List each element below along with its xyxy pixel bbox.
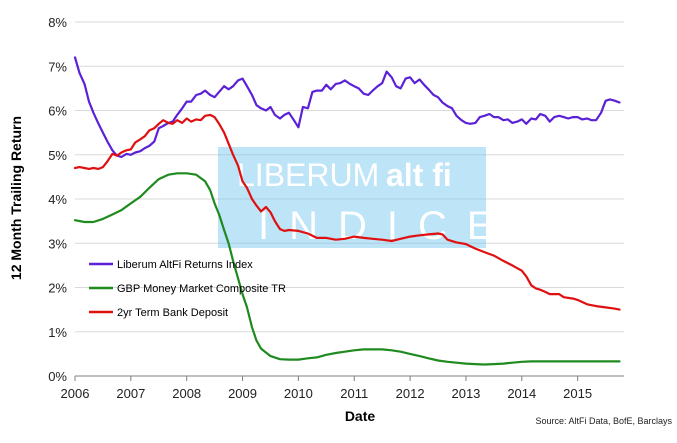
y-tick-label: 0% xyxy=(48,369,67,384)
legend-label: GBP Money Market Composite TR xyxy=(117,283,286,295)
y-tick-label: 3% xyxy=(48,236,67,251)
x-tick-label: 2007 xyxy=(116,386,145,401)
x-tick-label: 2013 xyxy=(451,386,480,401)
y-tick-label: 6% xyxy=(48,104,67,119)
series-line xyxy=(73,113,621,311)
watermark-liberum: LIBERUM xyxy=(237,157,379,193)
legend-label: Liberum AltFi Returns Index xyxy=(117,259,253,271)
x-axis-ticks: 2006 2007 2008 2009 2010 2011 2012 2013 2014 2015 xyxy=(61,376,592,401)
watermark-indices: INDICES xyxy=(258,204,560,248)
series-line xyxy=(73,172,621,366)
x-tick-label: 2015 xyxy=(563,386,592,401)
y-tick-label: 8% xyxy=(48,15,67,30)
x-tick-label: 2014 xyxy=(507,386,536,401)
horizontal-gridlines xyxy=(75,21,624,333)
series-line xyxy=(73,56,621,159)
x-tick-label: 2009 xyxy=(228,386,257,401)
x-tick-label: 2011 xyxy=(340,386,368,401)
source-note: Source: AltFi Data, BofE, Barclays xyxy=(535,416,672,426)
watermark-background xyxy=(218,147,486,248)
x-tick-label: 2006 xyxy=(61,386,90,401)
watermark-altfi: alt fi xyxy=(386,157,452,193)
y-tick-label: 1% xyxy=(48,325,67,340)
y-tick-label: 5% xyxy=(48,148,67,163)
x-tick-label: 2010 xyxy=(284,386,313,401)
y-axis-ticks: 0% 1% 2% 3% 4% 5% 6% 7% 8% xyxy=(48,15,67,384)
x-tick-label: 2012 xyxy=(396,386,425,401)
series-lines xyxy=(73,56,621,366)
y-tick-label: 4% xyxy=(48,192,67,207)
y-tick-label: 7% xyxy=(48,59,67,74)
legend-label: 2yr Term Bank Deposit xyxy=(117,307,228,319)
legend: Liberum AltFi Returns Index GBP Money Mar… xyxy=(89,259,286,319)
y-axis-title: 12 Month Trailing Return xyxy=(8,116,24,280)
y-tick-label: 2% xyxy=(48,281,67,296)
watermark-logo: LIBERUM alt fi INDICES xyxy=(218,147,560,248)
x-axis-title: Date xyxy=(345,408,376,424)
x-tick-label: 2008 xyxy=(172,386,201,401)
